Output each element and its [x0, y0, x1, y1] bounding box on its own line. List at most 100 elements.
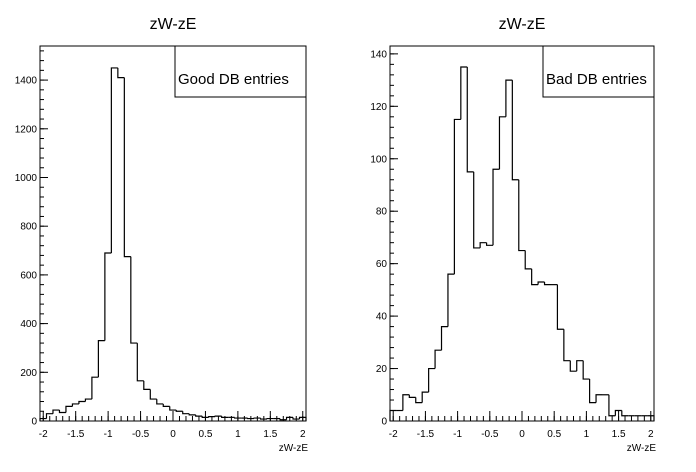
y-tick-label: 0 [31, 417, 37, 428]
x-tick-label: -1.5 [67, 429, 85, 440]
y-tick-label: 1000 [15, 173, 38, 184]
y-tick-label: 100 [370, 154, 387, 165]
histogram-bin [221, 416, 229, 418]
histogram-bin [71, 403, 79, 407]
chart-title: zW-zE [499, 16, 546, 33]
histogram-bin [460, 66, 468, 120]
x-axis-label: zW-zE [279, 443, 309, 454]
histogram-bin [285, 416, 294, 420]
x-tick-label: 1 [584, 429, 590, 440]
x-axis-label: zW-zE [627, 443, 657, 454]
histogram-bin [492, 168, 500, 246]
histogram-bin [65, 405, 73, 413]
histogram-bin [447, 273, 455, 327]
histogram-bin [169, 406, 177, 411]
histogram-bin [110, 67, 118, 253]
x-tick-label: 0 [519, 429, 525, 440]
histogram-bin [505, 79, 513, 117]
histogram-bin [259, 418, 268, 420]
plot-frame [39, 45, 307, 422]
histogram-bin [563, 329, 571, 362]
x-tick-label: -0.5 [481, 429, 499, 440]
histogram-bin [466, 66, 474, 173]
y-tick-label: 20 [376, 364, 388, 375]
x-tick-label: -1.5 [417, 429, 435, 440]
histogram-bin [428, 367, 436, 393]
x-tick-label: -0.5 [132, 429, 150, 440]
histogram-bin [402, 394, 410, 411]
x-tick-label: 1.5 [612, 429, 626, 440]
histogram-bin [582, 360, 590, 380]
x-tick-label: 0.5 [547, 429, 561, 440]
histogram-bin [621, 410, 629, 417]
chart-title: zW-zE [150, 16, 197, 33]
histogram-bin [156, 399, 164, 405]
histogram-bin [45, 413, 53, 419]
histogram-bin [234, 417, 242, 419]
histogram-bin [149, 389, 157, 400]
histogram-bin [421, 391, 429, 403]
histogram-panel-good: zW-zE 0 200 400 600 800 1000 1200 1400 -2 -1.5 -1 -… [15, 16, 309, 454]
x-tick-label: -1 [453, 429, 462, 440]
histogram-bin [434, 349, 442, 369]
histogram-bin [647, 415, 655, 421]
histogram-bin [440, 325, 448, 351]
legend-label: Good DB entries [178, 71, 289, 88]
histogram-bin [143, 380, 151, 390]
histogram-bin [524, 250, 532, 270]
x-tick-label: 1.5 [263, 429, 277, 440]
histogram-bin [537, 281, 545, 285]
histogram-bin [84, 398, 92, 402]
histogram-bin [175, 410, 183, 412]
histogram-bin [498, 116, 506, 170]
y-tick-label: 800 [20, 222, 37, 233]
histogram-bin [408, 394, 416, 398]
y-tick-label: 0 [381, 417, 387, 428]
histogram-bin [556, 284, 564, 330]
histogram-bin [389, 409, 397, 421]
histogram-bin [614, 409, 622, 416]
histogram-bin [543, 282, 551, 286]
y-tick-label: 120 [370, 102, 387, 113]
x-tick-label: 0 [170, 429, 176, 440]
histogram-bin [104, 252, 112, 341]
y-tick-label: 80 [376, 207, 388, 218]
legend-box [174, 45, 307, 98]
histogram-bin [589, 379, 597, 404]
histogram-bin [91, 376, 99, 400]
histogram-bin [52, 409, 60, 414]
histogram-bin [531, 268, 539, 286]
histogram-bin [188, 413, 196, 416]
x-tick-label: -2 [39, 429, 48, 440]
histogram-bin [453, 118, 461, 275]
histogram-bin [518, 179, 526, 252]
x-tick-label: 0.5 [198, 429, 212, 440]
y-tick-label: 400 [20, 319, 37, 330]
legend-label: Bad DB entries [546, 71, 647, 88]
histogram-bin [576, 360, 584, 372]
x-tick-label: 2 [300, 429, 306, 440]
y-tick-label: 600 [20, 270, 37, 281]
histogram-bin [201, 416, 209, 418]
histogram-bin [78, 400, 86, 404]
histogram-bin [569, 360, 577, 372]
histogram-bin [511, 80, 519, 181]
histogram-bin [479, 242, 487, 248]
histogram-panel-bad: zW-zE 0 20 40 60 80 100 120 140 -2 -1.5 -1 -0.5 0 0.5… [370, 16, 656, 454]
histogram-bin [136, 343, 144, 382]
histogram-bin [58, 410, 66, 414]
y-tick-label: 1200 [15, 124, 38, 135]
x-tick-label: -2 [389, 429, 398, 440]
plot-frame [389, 45, 655, 422]
x-tick-label: 1 [235, 429, 241, 440]
histogram-bin [182, 411, 190, 415]
histogram-bin [117, 67, 125, 79]
x-tick-label: 2 [648, 429, 654, 440]
y-tick-label: 40 [376, 312, 388, 323]
histogram-bin [595, 394, 603, 403]
y-tick-label: 1400 [15, 76, 38, 87]
histogram-bin [279, 418, 287, 421]
histogram-bin [292, 417, 300, 420]
histogram-bin [162, 403, 170, 407]
